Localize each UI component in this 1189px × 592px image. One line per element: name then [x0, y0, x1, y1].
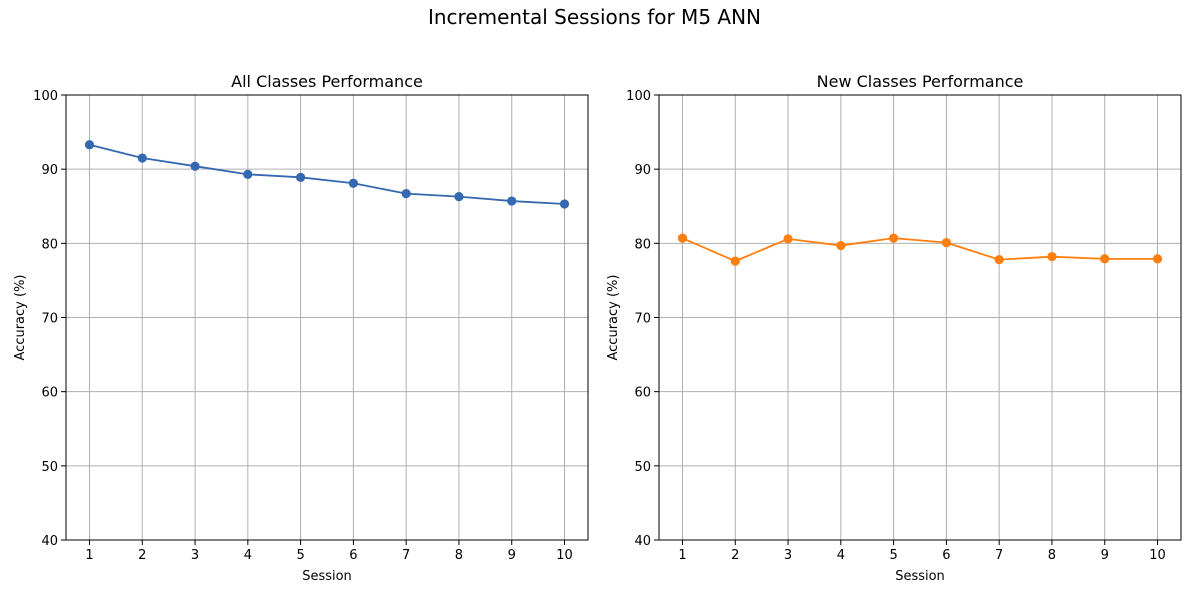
y-tick-label: 70	[634, 312, 651, 327]
x-tick-label: 10	[556, 548, 573, 563]
x-tick-label: 4	[244, 548, 252, 563]
x-tick-label: 7	[995, 548, 1003, 563]
series-line	[89, 143, 565, 205]
figure-title: Incremental Sessions for M5 ANN	[427, 5, 762, 29]
y-tick-label: 100	[33, 89, 58, 104]
x-tick-label: 2	[731, 548, 739, 563]
x-tick-label: 7	[402, 548, 410, 563]
x-tick-label: 8	[455, 548, 463, 563]
y-tick-label: 90	[41, 163, 58, 178]
x-tick-label: 8	[1048, 548, 1056, 563]
y-axis-label: Accuracy (%)	[606, 275, 621, 361]
series-line	[682, 237, 1158, 263]
x-axis-label: Session	[302, 569, 352, 584]
y-tick-label: 50	[41, 460, 58, 475]
data-point	[1047, 252, 1057, 262]
x-tick-label: 3	[191, 548, 199, 563]
y-tick-label: 60	[41, 386, 58, 401]
data-point	[1152, 254, 1163, 264]
data-point	[507, 196, 517, 206]
x-tick-label: 10	[1149, 548, 1166, 563]
x-tick-label: 5	[296, 548, 304, 563]
data-point	[348, 178, 358, 188]
x-tick-label: 5	[889, 548, 897, 563]
x-tick-label: 6	[349, 548, 357, 563]
chart-title: All Classes Performance	[231, 72, 423, 91]
data-point	[454, 192, 464, 202]
data-point	[1100, 254, 1110, 264]
x-tick-label: 1	[678, 548, 686, 563]
x-tick-label: 1	[85, 548, 93, 563]
data-point	[994, 255, 1004, 265]
data-point	[137, 153, 147, 163]
y-tick-label: 80	[634, 237, 651, 252]
x-tick-label: 6	[942, 548, 950, 563]
data-point	[559, 199, 570, 209]
data-point	[190, 161, 200, 171]
y-tick-label: 60	[634, 386, 651, 401]
chart-title: New Classes Performance	[817, 72, 1024, 91]
y-axis-label: Accuracy (%)	[13, 275, 28, 361]
chart-all-classes: 1 2 3 4 5 6 7 8 9 10 40 50 60 70 80 90 100 All Classes Pe…	[13, 72, 589, 584]
y-tick-label: 70	[41, 312, 58, 327]
y-tick-label: 100	[626, 89, 651, 104]
data-point	[401, 189, 411, 199]
data-point	[84, 140, 95, 150]
y-tick-label: 50	[634, 460, 651, 475]
data-point	[296, 172, 306, 182]
data-point	[783, 234, 793, 244]
x-tick-label: 2	[138, 548, 146, 563]
y-tick-label: 90	[634, 163, 651, 178]
y-tick-label: 80	[41, 237, 58, 252]
y-tick-label: 40	[41, 534, 58, 549]
x-tick-label: 4	[837, 548, 845, 563]
data-point	[243, 169, 253, 179]
y-tick-label: 40	[634, 534, 651, 549]
data-point	[836, 240, 846, 251]
x-tick-label: 9	[508, 548, 516, 563]
data-point	[730, 256, 740, 266]
x-tick-label: 9	[1101, 548, 1109, 563]
x-tick-label: 3	[784, 548, 792, 563]
data-point	[941, 237, 951, 248]
data-point	[677, 233, 688, 243]
x-axis-label: Session	[895, 569, 945, 584]
data-point	[889, 233, 899, 243]
